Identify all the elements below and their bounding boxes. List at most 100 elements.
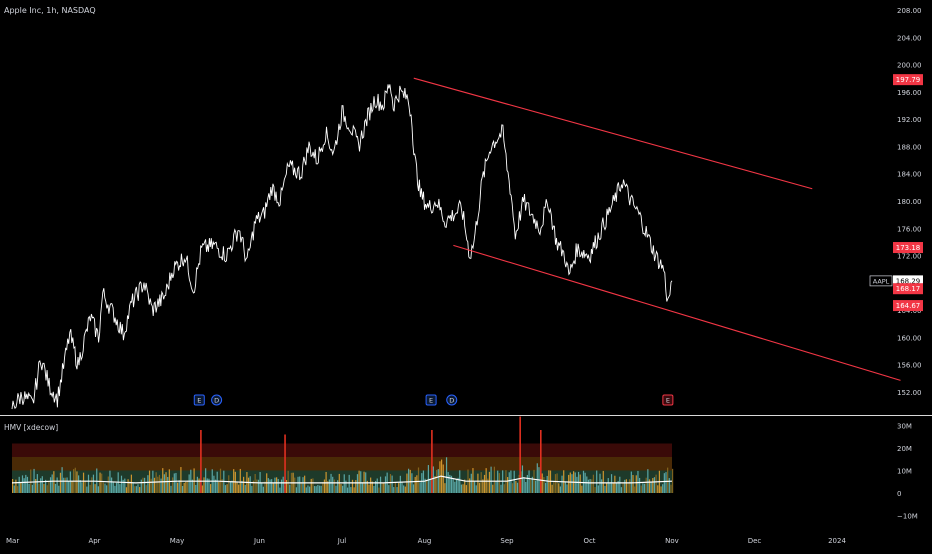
volume-bar (203, 477, 205, 493)
volume-bar (251, 485, 253, 493)
volume-bar (328, 479, 330, 493)
volume-bar (150, 478, 152, 493)
volume-bar (282, 476, 284, 493)
volume-bar (195, 484, 197, 493)
volume-bar (498, 473, 500, 493)
volume-bar (185, 481, 187, 493)
volume-bar (518, 474, 520, 493)
volume-bar (421, 473, 423, 493)
volume-bar (134, 486, 136, 493)
lower-trendline[interactable] (453, 244, 901, 381)
volume-bar (173, 473, 175, 493)
volume-bar (393, 487, 395, 493)
volume-bar (229, 481, 231, 493)
volume-bar (478, 482, 481, 493)
volume-bar (657, 485, 659, 493)
volume-bar (653, 477, 656, 493)
volume-band-mid (12, 457, 672, 471)
volume-bar (69, 471, 71, 493)
indicator-axis-label: 0 (897, 490, 901, 498)
volume-bar (53, 471, 55, 493)
price-line (11, 84, 673, 410)
volume-bar (221, 479, 223, 493)
time-axis-label: Jun (253, 537, 265, 545)
volume-bar (59, 472, 62, 493)
volume-bar (198, 478, 200, 493)
volume-bar (236, 481, 238, 493)
volume-bar (592, 474, 594, 493)
time-axis-label: Jul (337, 537, 347, 545)
volume-bar (333, 479, 335, 493)
volume-bar (670, 484, 672, 493)
volume-bar (28, 483, 30, 493)
volume-bar (389, 474, 392, 493)
volume-bar (188, 474, 190, 493)
volume-bar (323, 479, 326, 493)
volume-bar (604, 485, 606, 493)
volume-bar (624, 479, 626, 493)
volume-bar (445, 457, 448, 493)
volume-bar (434, 476, 436, 493)
volume-bar (576, 476, 578, 493)
volume-bar (503, 484, 505, 493)
volume-bar (84, 481, 86, 493)
earnings-marker[interactable] (425, 394, 437, 406)
earnings-marker[interactable] (662, 394, 674, 406)
volume-bar (309, 486, 311, 493)
time-axis-label: Oct (583, 537, 595, 545)
volume-bar (589, 479, 591, 493)
volume-bar (355, 480, 357, 493)
volume-bar (523, 477, 525, 493)
dividend-marker[interactable] (211, 394, 223, 406)
volume-bar (31, 484, 33, 493)
volume-bar (419, 482, 421, 493)
marker-label: E (666, 397, 670, 405)
indicator-label[interactable]: HMV [xdecow] (4, 423, 59, 432)
volume-bar (13, 485, 15, 493)
volume-bar (384, 476, 387, 493)
volume-bar (556, 473, 558, 493)
volume-bar (442, 464, 444, 493)
price-tick-label: 188.00 (897, 143, 922, 151)
volume-bar (615, 483, 618, 493)
volume-bar (495, 481, 497, 493)
price-tick-label: 192.00 (897, 116, 922, 124)
marker-label: D (214, 397, 219, 405)
volume-bar (411, 473, 413, 493)
volume-bar (404, 486, 406, 493)
volume-bar (142, 477, 144, 493)
volume-bar (71, 481, 73, 493)
volume-bar (526, 474, 528, 493)
volume-bar (625, 479, 627, 493)
volume-bar (630, 471, 632, 493)
volume-bar (554, 474, 557, 493)
volume-bar (525, 481, 527, 493)
volume-bar (643, 483, 646, 493)
volume-bar (378, 487, 380, 493)
volume-bar (332, 476, 334, 493)
volume-bar (360, 471, 362, 493)
volume-bar (304, 475, 306, 493)
volume-bar (92, 474, 95, 493)
volume-bar (667, 467, 669, 493)
price-tick-label: 176.00 (897, 225, 922, 233)
volume-spike (519, 416, 521, 493)
volume-bar (41, 476, 43, 493)
volume-bar (177, 482, 179, 493)
upper-trendline[interactable] (413, 77, 813, 190)
volume-bar (350, 487, 352, 493)
dividend-marker[interactable] (446, 394, 458, 406)
volume-bar (94, 484, 96, 493)
volume-bar (609, 482, 611, 493)
earnings-marker[interactable] (193, 394, 205, 406)
volume-bar (459, 470, 461, 493)
volume-bar (597, 485, 599, 493)
volume-bar (469, 478, 471, 493)
volume-bar (244, 484, 246, 493)
volume-bar (297, 476, 299, 493)
volume-bar (68, 481, 70, 493)
volume-bar (480, 472, 482, 493)
volume-bar (158, 474, 161, 493)
volume-bar (178, 480, 180, 493)
